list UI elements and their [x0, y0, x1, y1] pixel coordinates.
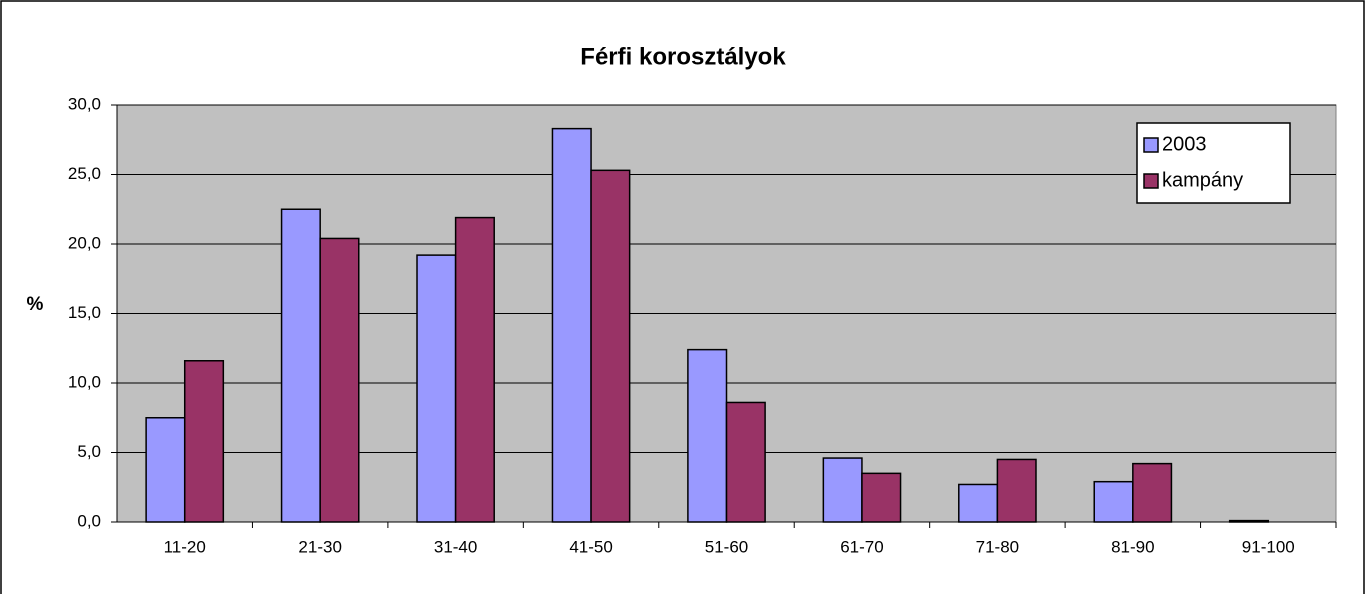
- bar: [725, 401, 766, 523]
- x-tick-label: 61-70: [840, 537, 883, 556]
- x-tick-label: 21-30: [298, 537, 341, 556]
- bar: [280, 208, 321, 523]
- y-tick-label: 25,0: [68, 164, 101, 183]
- legend-swatch: [1143, 173, 1159, 189]
- x-tick-label: 91-100: [1242, 537, 1295, 556]
- x-tick-label: 11-20: [164, 537, 206, 556]
- y-tick-label: 10,0: [68, 372, 101, 391]
- bar: [996, 458, 1037, 523]
- bar: [454, 216, 495, 523]
- legend-label: 2003: [1162, 133, 1207, 155]
- y-axis-label: %: [27, 294, 44, 315]
- legend-box: [1136, 122, 1291, 204]
- x-tick-label: 31-40: [434, 537, 477, 556]
- bar: [1132, 462, 1173, 523]
- bar: [958, 483, 999, 523]
- bar: [319, 237, 360, 523]
- bar: [1093, 480, 1134, 523]
- x-tick-label: 51-60: [705, 537, 748, 556]
- legend-label: kampány: [1162, 169, 1243, 191]
- chart-title: Férfi korosztályok: [580, 43, 786, 70]
- bar: [183, 360, 225, 523]
- bar: [551, 127, 592, 523]
- x-tick-label: 71-80: [976, 537, 1019, 556]
- bar: [687, 348, 728, 523]
- y-tick-label: 30,0: [68, 94, 101, 113]
- bar: [416, 254, 457, 523]
- y-tick-label: 15,0: [68, 303, 101, 322]
- bar: [822, 457, 863, 523]
- y-tick-label: 0,0: [77, 511, 101, 530]
- bar: [1228, 519, 1270, 523]
- bar: [861, 472, 902, 523]
- bar: [590, 169, 631, 523]
- y-tick-label: 20,0: [68, 233, 101, 252]
- bar: [145, 417, 186, 523]
- y-tick-label: 5,0: [77, 442, 101, 461]
- x-tick-label: 81-90: [1111, 537, 1154, 556]
- x-tick-label: 41-50: [569, 537, 612, 556]
- legend-swatch: [1143, 137, 1159, 153]
